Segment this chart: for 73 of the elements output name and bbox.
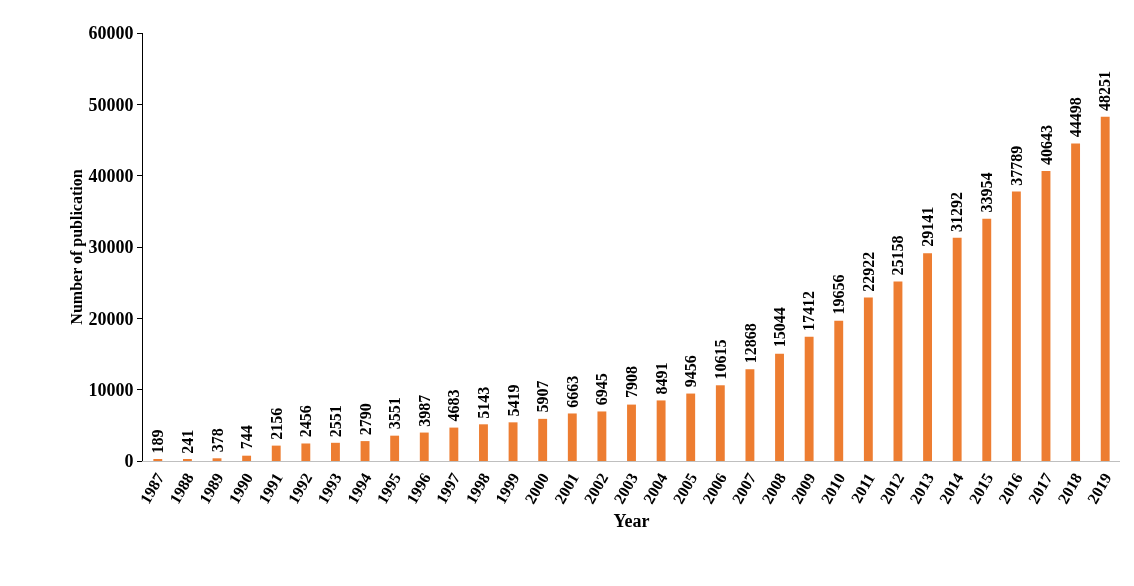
bar (567, 413, 577, 461)
bar (715, 385, 725, 461)
data-label: 37789 (1007, 145, 1025, 186)
data-label: 19656 (829, 274, 847, 315)
bar (390, 435, 400, 461)
bar (952, 237, 962, 461)
data-label: 5419 (504, 384, 522, 417)
bar (982, 218, 992, 461)
bar (834, 320, 844, 461)
bar (686, 393, 696, 461)
data-label: 31292 (948, 191, 966, 232)
bar (360, 441, 370, 461)
data-label: 44498 (1067, 97, 1085, 138)
y-tick-label: 50000 (88, 94, 134, 115)
bar (508, 422, 518, 461)
data-label: 6663 (563, 375, 581, 408)
bar (627, 404, 636, 461)
data-label: 5907 (533, 380, 551, 413)
y-axis-title: Number of publication (68, 169, 87, 325)
bar (212, 458, 222, 461)
bar (331, 442, 340, 461)
data-label: 9456 (682, 355, 700, 388)
bar (301, 443, 311, 461)
data-label: 2790 (356, 403, 374, 436)
bar (419, 432, 429, 461)
bar (804, 336, 814, 461)
y-tick-label: 40000 (88, 165, 134, 186)
bar (479, 424, 488, 461)
data-label: 8491 (652, 362, 670, 395)
bar (242, 455, 252, 461)
bar (923, 253, 932, 461)
bar (597, 411, 607, 461)
bar (775, 353, 784, 461)
data-label: 40643 (1037, 125, 1055, 166)
data-label: 5143 (475, 386, 493, 419)
y-tick-label: 0 (124, 451, 134, 472)
data-label: 6945 (593, 373, 611, 406)
data-label: 7908 (622, 366, 640, 399)
bar (863, 297, 873, 461)
data-label: 2456 (297, 405, 315, 438)
data-label: 48251 (1096, 71, 1114, 112)
y-tick-label: 60000 (88, 23, 134, 44)
y-tick-label: 30000 (88, 237, 134, 258)
data-label: 2156 (267, 407, 285, 440)
bar (1071, 143, 1081, 461)
data-label: 189 (149, 429, 167, 454)
data-label: 15044 (770, 307, 788, 348)
y-tick-label: 20000 (88, 308, 134, 329)
data-label: 378 (208, 428, 226, 453)
data-label: 2551 (326, 405, 344, 438)
data-label: 241 (179, 429, 197, 454)
data-label: 22922 (859, 251, 877, 292)
bar (538, 418, 548, 461)
bar (1041, 171, 1051, 461)
y-tick-label: 10000 (88, 379, 134, 400)
data-label: 4683 (445, 389, 463, 422)
data-label: 744 (237, 425, 255, 450)
data-label: 3987 (415, 394, 433, 427)
bar (1011, 191, 1021, 461)
data-label: 25158 (889, 235, 907, 276)
bar (449, 427, 459, 461)
bar (656, 400, 666, 461)
data-label: 10615 (712, 339, 730, 380)
data-label: 12868 (741, 323, 759, 364)
bar (745, 369, 755, 461)
data-label: 33954 (977, 172, 995, 213)
data-label: 3551 (385, 397, 403, 430)
bar (271, 445, 281, 461)
x-axis-title: Year (613, 510, 650, 531)
data-label: 29141 (919, 206, 937, 247)
bar (1100, 116, 1110, 461)
data-label: 17412 (800, 290, 818, 331)
bar (893, 281, 903, 461)
